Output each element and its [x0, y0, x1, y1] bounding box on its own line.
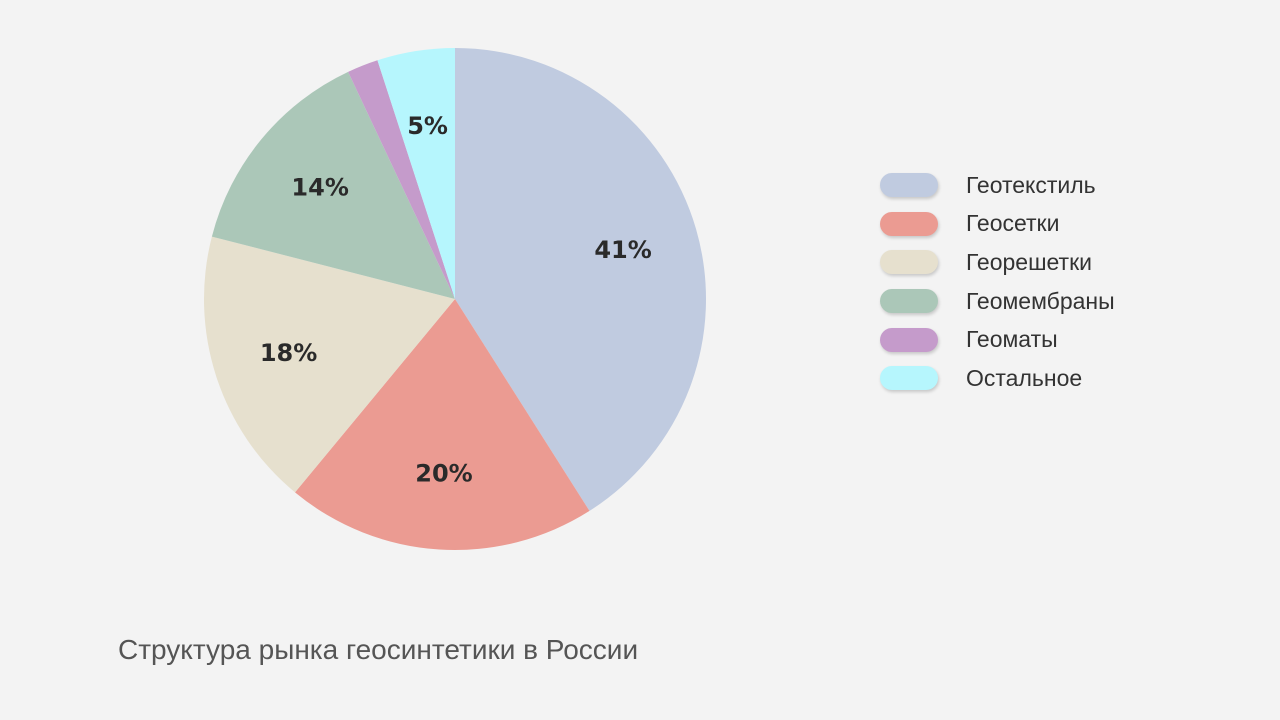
legend-label: Геомембраны — [966, 287, 1115, 314]
pie-slice-4 — [211, 71, 455, 299]
pie-slice-label-4: 14% — [291, 173, 348, 201]
pie-slices — [204, 48, 706, 550]
legend-label: Геосетки — [966, 210, 1060, 237]
legend-swatch — [880, 366, 938, 391]
pie-slice-1 — [455, 48, 706, 511]
legend-swatch — [880, 173, 938, 198]
pie-labels: 41% 20% 18% 14% 5% — [260, 112, 652, 488]
legend-item-2: Геосетки — [880, 205, 1115, 244]
legend-label: Геоматы — [966, 326, 1058, 353]
pie-slice-label-3: 18% — [260, 339, 317, 367]
pie-slice-3 — [204, 236, 455, 493]
legend-item-4: Геомембраны — [880, 282, 1115, 321]
legend: Геотекстиль Геосетки Георешетки Геомембраны… — [880, 166, 1115, 398]
pie-slice-label-2: 20% — [415, 460, 472, 488]
legend-item-3: Георешетки — [880, 243, 1115, 282]
legend-label: Остальное — [966, 364, 1083, 391]
pie-slice-6 — [377, 48, 455, 299]
chart-title: Структура рынка геосинтетики в России — [118, 634, 639, 665]
pie-slice-label-1: 41% — [594, 236, 651, 264]
legend-label: Георешетки — [966, 248, 1093, 275]
legend-swatch — [880, 289, 938, 314]
legend-item-1: Геотекстиль — [880, 166, 1115, 205]
legend-item-5: Геоматы — [880, 320, 1115, 359]
pie-slice-5 — [348, 60, 455, 299]
pie-slice-label-6: 5% — [407, 112, 448, 140]
legend-label: Геотекстиль — [966, 171, 1096, 198]
legend-swatch — [880, 327, 938, 352]
legend-swatch — [880, 211, 938, 236]
legend-swatch — [880, 250, 938, 275]
legend-item-6: Остальное — [880, 359, 1115, 398]
pie-slice-2 — [295, 299, 590, 550]
